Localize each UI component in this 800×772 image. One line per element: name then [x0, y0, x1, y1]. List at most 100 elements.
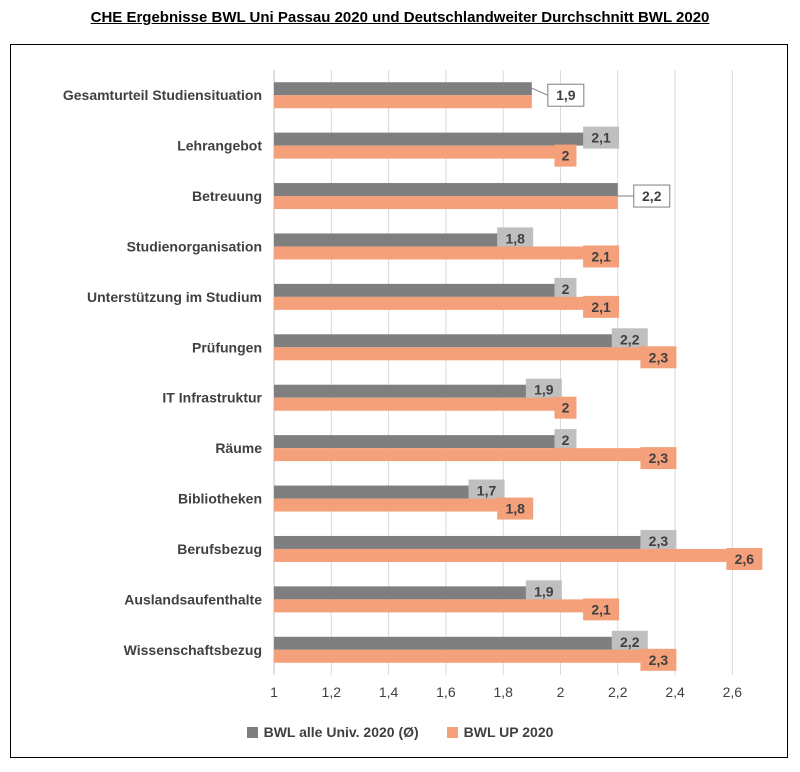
x-tick-label: 2,2 — [608, 684, 628, 700]
data-label-series-1: 2 — [562, 432, 570, 448]
data-label-box-series-1 — [611, 328, 648, 351]
data-label-box-series-1 — [525, 378, 562, 401]
data-label-series-1: 1,9 — [534, 583, 554, 599]
data-label-series-1: 1,9 — [534, 382, 554, 398]
data-label-series-2: 2,1 — [591, 248, 611, 264]
category-label: Berufsbezug — [177, 541, 262, 557]
bar-series-1 — [274, 485, 475, 499]
legend-swatch-series-1 — [246, 726, 258, 738]
legend-item-series-1: BWL alle Univ. 2020 (Ø) — [246, 724, 419, 740]
category-label: Unterstützung im Studium — [87, 289, 262, 305]
legend-item-series-2: BWL UP 2020 — [446, 724, 554, 740]
category-label: Studienorganisation — [127, 238, 262, 254]
data-label-box-series-2 — [583, 245, 620, 268]
x-tick-label: 2,6 — [723, 684, 743, 700]
data-label-series-2: 1,8 — [505, 501, 525, 517]
data-label-series-2: 2 — [562, 148, 570, 164]
data-label-series-2: 2 — [562, 400, 570, 416]
data-label-box-series-2 — [497, 497, 534, 520]
data-label-box-series-1 — [640, 529, 677, 552]
data-label-series-2: 2,3 — [649, 652, 669, 668]
data-label-box-series-1 — [497, 227, 534, 250]
data-label-box-series-2 — [554, 144, 577, 167]
x-tick-label: 1,8 — [493, 684, 513, 700]
data-label-series-1: 2,1 — [591, 130, 611, 146]
data-label-box-series-2 — [640, 447, 677, 470]
data-label-box-series-1 — [468, 479, 505, 502]
data-label: 2,2 — [642, 188, 662, 204]
data-label-box-series-2 — [583, 598, 620, 621]
data-label-box-series-2 — [640, 346, 677, 369]
data-label: 1,9 — [556, 87, 576, 103]
bar-series-2 — [274, 649, 647, 663]
category-label: IT Infrastruktur — [162, 390, 262, 406]
legend-label-series-2: BWL UP 2020 — [463, 724, 554, 740]
data-label-series-1: 1,8 — [505, 230, 525, 246]
bar-series-2 — [274, 548, 733, 562]
category-label: Betreuung — [192, 188, 262, 204]
data-label-series-2: 2,1 — [591, 299, 611, 315]
data-label-series-1: 2,2 — [620, 634, 640, 650]
x-tick-label: 1,4 — [379, 684, 399, 700]
data-label-leader — [531, 87, 549, 96]
data-label-series-2: 2,3 — [649, 349, 669, 365]
data-label-series-1: 2,3 — [649, 533, 669, 549]
data-label-box-series-1 — [554, 277, 577, 300]
bar-series-1 — [274, 435, 561, 449]
bar-series-1 — [274, 636, 618, 650]
bar-series-2 — [274, 599, 590, 613]
bar-series-1 — [274, 183, 618, 197]
data-label-series-1: 2 — [562, 281, 570, 297]
category-label: Prüfungen — [192, 339, 262, 355]
data-label-box-series-1 — [554, 429, 577, 452]
category-label: Wissenschaftsbezug — [124, 642, 262, 658]
legend-swatch-series-2 — [446, 726, 458, 738]
data-label-series-2: 2,1 — [591, 601, 611, 617]
bar-series-2 — [274, 498, 504, 512]
bar-series-2 — [274, 347, 647, 361]
bar-series-1 — [274, 586, 532, 600]
x-tick-label: 2 — [557, 684, 565, 700]
category-label: Räume — [215, 440, 262, 456]
data-label-box-series-2 — [640, 648, 677, 671]
x-tick-label: 1,6 — [436, 684, 456, 700]
legend: BWL alle Univ. 2020 (Ø) BWL UP 2020 — [0, 724, 800, 740]
bar-series-1 — [274, 283, 561, 297]
data-label-series-1: 1,7 — [477, 483, 497, 499]
legend-label-series-1: BWL alle Univ. 2020 (Ø) — [263, 724, 419, 740]
category-label: Auslandsaufenthalte — [124, 591, 262, 607]
x-tick-label: 1 — [270, 684, 278, 700]
data-label-box-series-2 — [583, 295, 620, 318]
data-label-box — [633, 184, 671, 208]
chart-frame — [10, 44, 788, 758]
bar-series-1 — [274, 132, 590, 146]
data-label-box-series-2 — [726, 547, 763, 570]
data-label-box-series-1 — [611, 630, 648, 653]
data-label-box-series-2 — [554, 396, 577, 419]
bar-series-1 — [274, 535, 647, 549]
data-label-box-series-1 — [583, 126, 620, 149]
bar-series-2 — [274, 246, 590, 260]
data-label-series-1: 2,2 — [620, 331, 640, 347]
bar-series-2 — [274, 196, 618, 210]
chart-title: CHE Ergebnisse BWL Uni Passau 2020 und D… — [90, 9, 710, 26]
bar-series-1 — [274, 384, 532, 398]
bar-series-2 — [274, 397, 561, 411]
category-label: Lehrangebot — [177, 138, 262, 154]
bar-series-2 — [274, 448, 647, 462]
data-label-box-series-1 — [525, 580, 562, 603]
data-label-series-2: 2,3 — [649, 450, 669, 466]
data-label-series-2: 2,6 — [735, 551, 755, 567]
category-label: Gesamturteil Studiensituation — [63, 87, 262, 103]
bar-series-2 — [274, 296, 590, 310]
bar-series-2 — [274, 145, 561, 159]
bar-series-2 — [274, 95, 532, 109]
data-label-box — [547, 83, 585, 107]
x-tick-label: 1,2 — [322, 684, 342, 700]
category-label: Bibliotheken — [178, 491, 262, 507]
bar-series-1 — [274, 233, 504, 247]
bar-series-1 — [274, 334, 618, 348]
x-tick-label: 2,4 — [665, 684, 685, 700]
bar-series-1 — [274, 82, 532, 96]
